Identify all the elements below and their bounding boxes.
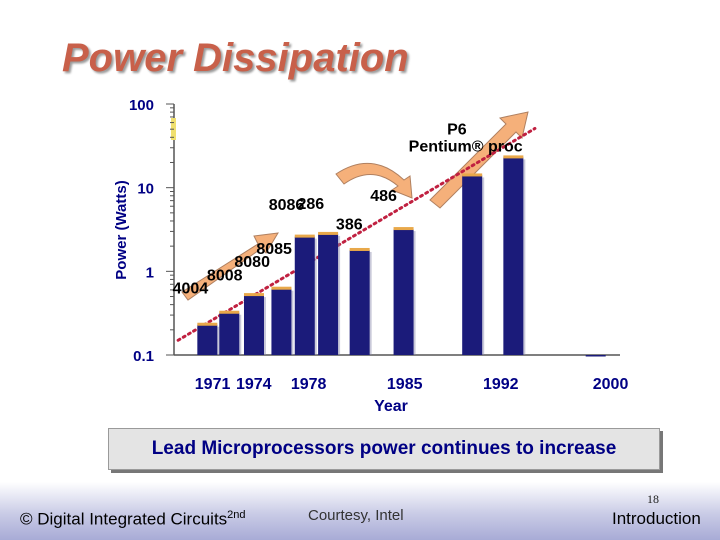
bar bbox=[243, 295, 264, 355]
bar bbox=[219, 312, 240, 355]
y-tick-label: 1 bbox=[146, 264, 154, 281]
footer-section: Introduction bbox=[612, 509, 701, 528]
x-tick-label: 2000 bbox=[593, 376, 629, 393]
y-axis-title: Power (Watts) bbox=[113, 180, 130, 279]
footer-edition: 2nd bbox=[227, 509, 246, 521]
processor-label: P6 bbox=[447, 122, 467, 139]
x-axis-title: Year bbox=[374, 398, 408, 415]
caption-box: Lead Microprocessors power continues to … bbox=[108, 428, 660, 470]
caption-text: Lead Microprocessors power continues to … bbox=[151, 438, 617, 459]
slide-title: Power Dissipation bbox=[62, 36, 409, 80]
footer-bar: © Digital Integrated Circuits2nd Courtes… bbox=[0, 482, 720, 540]
bar-cap bbox=[271, 286, 292, 290]
bar bbox=[462, 175, 483, 355]
x-tick-label: 1992 bbox=[483, 376, 519, 393]
processor-label: Pentium® proc bbox=[409, 139, 523, 156]
growth-arrow-3 bbox=[429, 111, 529, 209]
y-tick-label: 0.1 bbox=[133, 348, 154, 365]
page-number: 18 bbox=[647, 492, 659, 506]
x-tick-label: 1971 bbox=[195, 376, 231, 393]
processor-label: 286 bbox=[298, 196, 325, 213]
bar bbox=[271, 288, 292, 355]
bar bbox=[585, 355, 606, 357]
growth-arrows bbox=[181, 111, 529, 301]
processor-label: 8085 bbox=[256, 241, 292, 258]
bar bbox=[294, 236, 315, 355]
trend-line bbox=[176, 126, 537, 342]
y-tick-labels: 100 10 1 0.1 bbox=[129, 97, 154, 365]
growth-arrow-2 bbox=[335, 162, 413, 199]
bar-cap bbox=[243, 293, 264, 297]
processor-label: 486 bbox=[370, 188, 397, 205]
bar-cap bbox=[318, 231, 339, 235]
trend-layer bbox=[176, 126, 537, 342]
footer-courtesy: Courtesy, Intel bbox=[308, 507, 404, 524]
bar bbox=[503, 157, 524, 355]
bar-cap bbox=[503, 155, 524, 159]
x-tick-labels: 1971 1974 1978 1985 1992 2000 bbox=[195, 376, 629, 393]
bar-cap bbox=[462, 173, 483, 177]
bar-cap bbox=[219, 310, 240, 314]
footer-copyright: © Digital Integrated Circuits2nd bbox=[20, 509, 246, 530]
bar bbox=[197, 324, 218, 355]
bar bbox=[318, 233, 339, 355]
y-tick-label: 100 bbox=[129, 97, 154, 114]
processor-label: 8086 bbox=[269, 197, 305, 214]
x-tick-label: 1985 bbox=[387, 376, 423, 393]
bar bbox=[349, 249, 370, 355]
processor-label: 8080 bbox=[234, 254, 270, 271]
processor-label: 4004 bbox=[173, 281, 209, 298]
y-tick-label: 10 bbox=[137, 181, 154, 198]
x-tick-label: 1978 bbox=[291, 376, 327, 393]
processor-label: 386 bbox=[336, 217, 363, 234]
x-tick-label: 1974 bbox=[236, 376, 272, 393]
processor-label: 8008 bbox=[207, 267, 243, 284]
y-minor-ticks bbox=[166, 103, 174, 356]
footer-copyright-text: © Digital Integrated Circuits bbox=[20, 509, 228, 529]
growth-arrow-1 bbox=[181, 232, 279, 301]
bar-cap bbox=[349, 247, 370, 251]
bar-cap bbox=[294, 234, 315, 238]
bars-layer bbox=[197, 155, 606, 357]
bar bbox=[393, 229, 414, 355]
bar-cap bbox=[197, 322, 218, 326]
bar-cap bbox=[393, 227, 414, 231]
